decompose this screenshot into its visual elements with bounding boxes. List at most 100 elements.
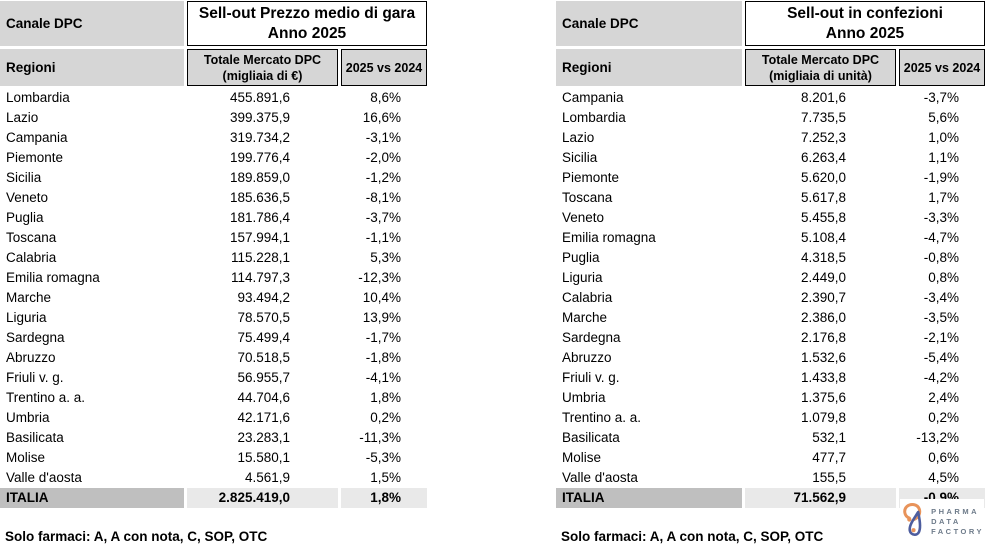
row-dimension-label: Regioni [556,49,742,86]
value-cell: 115.228,1 [230,250,290,265]
value-column-header-line2: (migliaia di unità) [769,69,872,83]
logo-text-line3: FACTORY [931,526,984,536]
logo-text-line2: DATA [931,516,961,526]
pct-cell: -1,8% [365,350,401,365]
value-cell: 185.636,5 [229,190,290,205]
value-cell: 189.859,0 [229,170,290,185]
sellout-value-table: Canale DPC Sell-out Prezzo medio di gara… [0,1,427,544]
table-title: Sell-out in confezioni Anno 2025 [745,1,985,46]
total-value: 2.825.419,0 [187,488,338,508]
table-title: Sell-out Prezzo medio di gara Anno 2025 [187,1,427,46]
footnote: Solo farmaci: A, A con nota, C, SOP, OTC [5,529,268,544]
region-cell: Piemonte [6,150,64,165]
region-cell: Calabria [6,250,57,265]
region-cell: Liguria [562,270,603,285]
region-cell: Sardegna [562,330,621,345]
region-cell: Friuli v. g. [562,370,620,385]
region-cell: Umbria [6,410,50,425]
region-cell: Marche [562,310,608,325]
region-cell: Toscana [6,230,57,245]
value-cell: 2.386,0 [800,310,846,325]
table-body: Lombardia 455.891,6 8,6% Lazio 399.375,9 16,6… [0,88,427,488]
value-cell: 6.263,4 [800,150,846,165]
region-cell: Campania [6,130,68,145]
value-column-header-line1: Totale Mercato DPC [203,53,322,67]
total-label: ITALIA [0,488,184,508]
value-cell: 1.375,6 [800,390,846,405]
value-cell: 7.252,3 [800,130,846,145]
pct-cell: -3,4% [923,290,959,305]
region-cell: Veneto [562,210,605,225]
pct-cell: -3,7% [923,90,959,105]
pct-cell: -5,4% [923,350,959,365]
region-cell: Marche [6,290,52,305]
value-cell: 477,7 [812,450,846,465]
total-label: ITALIA [556,488,742,508]
pct-cell: -1,9% [923,170,959,185]
region-cell: Trentino a. a. [6,390,86,405]
value-cell: 1.079,8 [800,410,846,425]
table-title-line2: Anno 2025 [267,25,347,42]
pct-cell: -4,2% [923,370,959,385]
table-header: Canale DPC Sell-out in confezioni Anno 2… [556,1,985,86]
value-column-header-line2: (migliaia di €) [222,69,303,83]
pct-column-header: 2025 vs 2024 [341,49,427,86]
pct-cell: 4,5% [928,470,959,485]
pct-cell: 5,3% [370,250,401,265]
value-cell: 70.518,5 [237,350,290,365]
pct-cell: -13,2% [916,430,959,445]
value-column-header: Totale Mercato DPC (migliaia di unità) [745,49,896,86]
logo-text-line1: PHARMA [931,506,979,516]
value-cell: 319.734,2 [229,130,290,145]
pct-cell: 8,6% [370,90,401,105]
region-cell: Sardegna [6,330,65,345]
value-column-header-line1: Totale Mercato DPC [761,53,880,67]
pct-cell: 0,6% [928,450,959,465]
pct-cell: -1,7% [365,330,401,345]
pct-cell: -2,1% [923,330,959,345]
value-cell: 532,1 [812,430,846,445]
region-cell: Puglia [6,210,44,225]
value-cell: 8.201,6 [800,90,846,105]
value-cell: 23.283,1 [237,430,290,445]
value-cell: 56.955,7 [237,370,290,385]
pct-cell: -2,0% [365,150,401,165]
pct-column-header: 2025 vs 2024 [899,49,985,86]
region-cell: Umbria [562,390,606,405]
region-cell: Molise [562,450,602,465]
value-cell: 7.735,5 [800,110,846,125]
value-cell: 75.499,4 [237,330,290,345]
region-cell: Emilia romagna [6,270,100,285]
value-cell: 181.786,4 [229,210,290,225]
pct-cell: -4,1% [365,370,401,385]
value-cell: 5.455,8 [800,210,846,225]
pct-cell: -3,1% [365,130,401,145]
region-cell: Valle d'aosta [562,470,638,485]
value-cell: 5.617,8 [800,190,846,205]
value-cell: 455.891,6 [229,90,290,105]
pct-cell: 13,9% [362,310,401,325]
corner-label: Canale DPC [556,1,742,46]
region-cell: Abruzzo [6,350,56,365]
pct-cell: -5,3% [365,450,401,465]
pct-cell: -4,7% [923,230,959,245]
region-cell: Campania [562,90,624,105]
region-cell: Friuli v. g. [6,370,64,385]
value-cell: 157.994,1 [229,230,290,245]
value-cell: 114.797,3 [230,270,290,285]
region-cell: Abruzzo [562,350,612,365]
total-pct: 1,8% [341,488,427,508]
pct-cell: -1,2% [365,170,401,185]
table-title-line1: Sell-out in confezioni [787,5,943,22]
pct-cell: -11,3% [359,430,401,445]
value-cell: 42.171,6 [237,410,290,425]
value-cell: 2.449,0 [800,270,846,285]
pct-cell: 0,8% [928,270,959,285]
total-row: ITALIA 2.825.419,0 1,8% [0,488,427,508]
value-cell: 399.375,9 [229,110,290,125]
total-value: 71.562,9 [745,488,896,508]
corner-label: Canale DPC [0,1,184,46]
pct-cell: 1,8% [370,390,401,405]
region-cell: Emilia romagna [562,230,656,245]
